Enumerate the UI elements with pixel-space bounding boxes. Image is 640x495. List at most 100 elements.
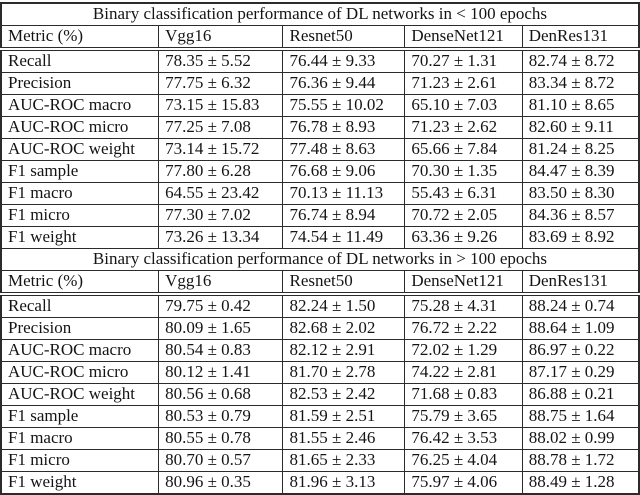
table-row: AUC-ROC macro 80.54 ± 0.83 82.12 ± 2.91 72.… (0, 339, 640, 362)
value-cell: 74.54 ± 11.49 (282, 226, 406, 249)
value-cell: 88.64 ± 1.09 (521, 317, 640, 340)
metric-name-cell: F1 sample (0, 405, 160, 428)
value-cell: 76.44 ± 9.33 (282, 48, 406, 73)
value-cell: 76.78 ± 8.93 (282, 116, 406, 139)
value-cell: 82.53 ± 2.42 (282, 383, 406, 406)
metric-name-cell: Recall (0, 48, 160, 73)
table-row: AUC-ROC macro 73.15 ± 15.83 75.55 ± 10.02 6… (0, 94, 640, 117)
metric-name-cell: F1 micro (0, 204, 160, 227)
value-cell: 82.24 ± 1.50 (282, 293, 406, 318)
table-row: F1 weight 73.26 ± 13.34 74.54 ± 11.49 63.36… (0, 226, 640, 249)
table-body-under-100: Recall 78.35 ± 5.52 76.44 ± 9.33 70.27 ± 1.… (0, 48, 640, 249)
value-cell: 70.72 ± 2.05 (404, 204, 523, 227)
column-header: Vgg16 (158, 25, 284, 51)
value-cell: 83.34 ± 8.72 (521, 72, 640, 95)
metric-name-cell: AUC-ROC micro (0, 116, 160, 139)
value-cell: 72.02 ± 1.29 (404, 339, 523, 362)
metric-name-cell: Precision (0, 72, 160, 95)
value-cell: 88.24 ± 0.74 (521, 293, 640, 318)
value-cell: 73.26 ± 13.34 (158, 226, 284, 249)
value-cell: 88.02 ± 0.99 (521, 427, 640, 450)
metric-name-cell: F1 micro (0, 449, 160, 472)
value-cell: 70.27 ± 1.31 (404, 48, 523, 73)
value-cell: 83.69 ± 8.92 (521, 226, 640, 249)
value-cell: 75.28 ± 4.31 (404, 293, 523, 318)
value-cell: 71.23 ± 2.62 (404, 116, 523, 139)
metric-name-cell: F1 sample (0, 160, 160, 183)
table-row: Binary classification performance of DL … (1, 2, 639, 26)
column-header: Resnet50 (282, 25, 406, 51)
value-cell: 73.14 ± 15.72 (158, 138, 284, 161)
column-header: Metric (%) (0, 270, 160, 296)
table-row: Precision 77.75 ± 6.32 76.36 ± 9.44 71.23 ±… (0, 72, 640, 95)
table-section-under-100: Binary classification performance of DL … (0, 2, 640, 51)
value-cell: 74.22 ± 2.81 (404, 361, 523, 384)
value-cell: 81.55 ± 2.46 (282, 427, 406, 450)
metric-name-cell: Recall (0, 293, 160, 318)
value-cell: 77.75 ± 6.32 (158, 72, 284, 95)
table-row: Binary classification performance of DL … (1, 248, 639, 271)
value-cell: 81.65 ± 2.33 (282, 449, 406, 472)
column-header: DenseNet121 (404, 25, 523, 51)
column-header: Vgg16 (158, 270, 284, 296)
column-header: Metric (%) (0, 25, 160, 51)
table-row: F1 macro 80.55 ± 0.78 81.55 ± 2.46 76.42 ± … (0, 427, 640, 450)
value-cell: 87.17 ± 0.29 (521, 361, 640, 384)
value-cell: 55.43 ± 6.31 (404, 182, 523, 205)
value-cell: 88.49 ± 1.28 (521, 471, 640, 495)
value-cell: 76.25 ± 4.04 (404, 449, 523, 472)
table-row: F1 sample 80.53 ± 0.79 81.59 ± 2.51 75.79 ±… (0, 405, 640, 428)
value-cell: 88.75 ± 1.64 (521, 405, 640, 428)
metric-name-cell: AUC-ROC weight (0, 138, 160, 161)
table-row: AUC-ROC weight 80.56 ± 0.68 82.53 ± 2.42 71… (0, 383, 640, 406)
value-cell: 76.74 ± 8.94 (282, 204, 406, 227)
value-cell: 76.72 ± 2.22 (404, 317, 523, 340)
value-cell: 70.13 ± 11.13 (282, 182, 406, 205)
metric-name-cell: Precision (0, 317, 160, 340)
table-title-over-100-epochs: Binary classification performance of DL … (1, 248, 639, 271)
table-row: AUC-ROC micro 77.25 ± 7.08 76.78 ± 8.93 71.… (0, 116, 640, 139)
value-cell: 86.88 ± 0.21 (521, 383, 640, 406)
table-row: AUC-ROC weight 73.14 ± 15.72 77.48 ± 8.63 6… (0, 138, 640, 161)
value-cell: 80.55 ± 0.78 (158, 427, 284, 450)
metric-name-cell: AUC-ROC weight (0, 383, 160, 406)
column-header: Resnet50 (282, 270, 406, 296)
value-cell: 79.75 ± 0.42 (158, 293, 284, 318)
value-cell: 77.48 ± 8.63 (282, 138, 406, 161)
table-row: AUC-ROC micro 80.12 ± 1.41 81.70 ± 2.78 74.… (0, 361, 640, 384)
value-cell: 64.55 ± 23.42 (158, 182, 284, 205)
value-cell: 80.09 ± 1.65 (158, 317, 284, 340)
value-cell: 71.23 ± 2.61 (404, 72, 523, 95)
value-cell: 82.74 ± 8.72 (521, 48, 640, 73)
value-cell: 77.25 ± 7.08 (158, 116, 284, 139)
value-cell: 80.12 ± 1.41 (158, 361, 284, 384)
table-row: F1 weight 80.96 ± 0.35 81.96 ± 3.13 75.97 ±… (0, 471, 640, 495)
column-header: DenRes131 (521, 25, 640, 51)
value-cell: 81.24 ± 8.25 (521, 138, 640, 161)
value-cell: 82.68 ± 2.02 (282, 317, 406, 340)
table-row: F1 sample 77.80 ± 6.28 76.68 ± 9.06 70.30 ±… (0, 160, 640, 183)
value-cell: 76.68 ± 9.06 (282, 160, 406, 183)
value-cell: 63.36 ± 9.26 (404, 226, 523, 249)
column-header-row: Metric (%) Vgg16 Resnet50 DenseNet121 DenRes… (0, 25, 640, 51)
table-section-over-100: Binary classification performance of DL … (0, 248, 640, 296)
table-body-over-100: Recall 79.75 ± 0.42 82.24 ± 1.50 75.28 ± 4.… (0, 293, 640, 495)
table-row: Precision 80.09 ± 1.65 82.68 ± 2.02 76.72 ±… (0, 317, 640, 340)
metric-name-cell: AUC-ROC macro (0, 339, 160, 362)
value-cell: 80.53 ± 0.79 (158, 405, 284, 428)
metric-name-cell: AUC-ROC micro (0, 361, 160, 384)
value-cell: 81.59 ± 2.51 (282, 405, 406, 428)
value-cell: 88.78 ± 1.72 (521, 449, 640, 472)
value-cell: 80.54 ± 0.83 (158, 339, 284, 362)
value-cell: 71.68 ± 0.83 (404, 383, 523, 406)
value-cell: 80.70 ± 0.57 (158, 449, 284, 472)
value-cell: 84.36 ± 8.57 (521, 204, 640, 227)
value-cell: 77.80 ± 6.28 (158, 160, 284, 183)
value-cell: 80.56 ± 0.68 (158, 383, 284, 406)
value-cell: 75.79 ± 3.65 (404, 405, 523, 428)
table-row: F1 micro 80.70 ± 0.57 81.65 ± 2.33 76.25 ± … (0, 449, 640, 472)
value-cell: 73.15 ± 15.83 (158, 94, 284, 117)
value-cell: 78.35 ± 5.52 (158, 48, 284, 73)
